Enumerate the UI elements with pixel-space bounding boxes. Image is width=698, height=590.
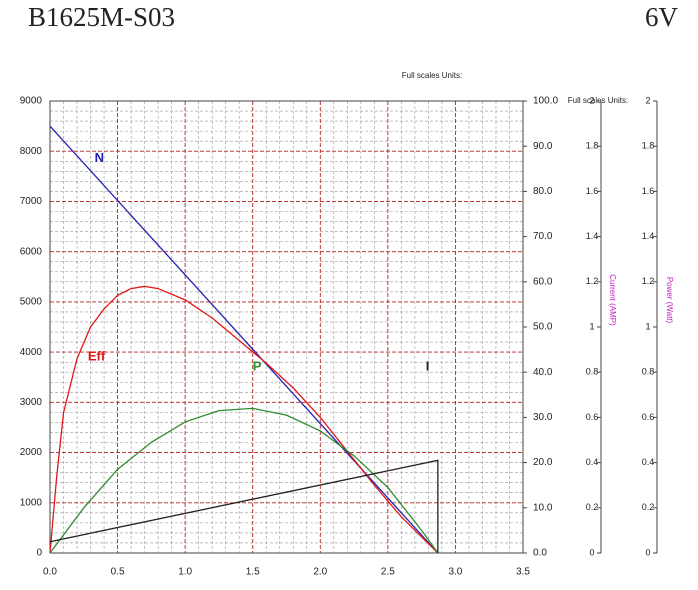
x-tick-label: 0.5	[111, 567, 125, 578]
y-tick-label: 6000	[20, 246, 43, 257]
y4-tick-label: 1.2	[642, 276, 655, 286]
chart-subtitle: 6V	[645, 2, 679, 32]
y2-tick-label: 10.0	[533, 502, 553, 513]
x-tick-label: 3.0	[448, 567, 462, 578]
y4-tick-label: 1	[645, 321, 650, 331]
series-line	[49, 285, 439, 554]
y2-tick-label: 40.0	[533, 367, 553, 378]
chart-title: B1625M-S03	[28, 2, 175, 32]
y2-tick-label: 20.0	[533, 457, 553, 468]
y3-tick-label: 0	[589, 547, 594, 557]
series-label: I	[426, 359, 430, 374]
y2-tick-label: 0.0	[533, 548, 547, 559]
series-line	[49, 125, 439, 554]
y3-tick-label: 1.6	[586, 186, 599, 196]
series-label: N	[95, 150, 104, 165]
y4-tick-label: 0.4	[642, 457, 655, 467]
y3-tick-label: 0.2	[586, 502, 599, 512]
y4-tick-label: 1.6	[642, 186, 655, 196]
y3-tick-label: 1	[589, 321, 594, 331]
y3-tick-label: 0.8	[586, 367, 599, 377]
y-tick-label: 0	[36, 548, 42, 559]
y4-tick-label: 0.8	[642, 367, 655, 377]
y2-tick-label: 100.0	[533, 96, 558, 107]
y2-tick-label: 50.0	[533, 322, 553, 333]
y3-axis-label: Current (AMP)	[608, 274, 617, 326]
y-tick-label: 9000	[20, 96, 43, 107]
y-tick-label: 3000	[20, 397, 43, 408]
y3-tick-label: 2	[589, 95, 594, 105]
y4-tick-label: 2	[645, 95, 650, 105]
x-tick-label: 2.0	[313, 567, 327, 578]
y2-tick-label: 80.0	[533, 186, 553, 197]
y4-tick-label: 0	[645, 547, 650, 557]
x-tick-label: 1.0	[178, 567, 192, 578]
y-tick-label: 5000	[20, 297, 43, 308]
y3-tick-label: 1.4	[586, 231, 599, 241]
y-tick-label: 2000	[20, 447, 43, 458]
y2-tick-label: 30.0	[533, 412, 553, 423]
series-line	[49, 459, 439, 553]
y2-tick-label: 60.0	[533, 276, 553, 287]
x-tick-label: 2.5	[381, 567, 395, 578]
x-tick-label: 1.5	[246, 567, 260, 578]
x-tick-label: 3.5	[516, 567, 530, 578]
note: Full scales Units:	[402, 71, 462, 80]
y4-tick-label: 1.8	[642, 141, 655, 151]
y4-axis-label: Power (Watt)	[665, 277, 674, 324]
y4-tick-label: 1.4	[642, 231, 655, 241]
plot-frame	[49, 100, 524, 554]
y2-tick-label: 70.0	[533, 231, 553, 242]
y3-tick-label: 1.2	[586, 276, 599, 286]
y3-tick-label: 0.6	[586, 412, 599, 422]
y-tick-label: 1000	[20, 497, 43, 508]
y2-tick-label: 90.0	[533, 141, 553, 152]
y4-tick-label: 0.2	[642, 502, 655, 512]
series-label: P	[253, 359, 262, 374]
series-line	[49, 407, 439, 554]
y4-tick-label: 0.6	[642, 412, 655, 422]
y-tick-label: 4000	[20, 347, 43, 358]
x-tick-label: 0.0	[43, 567, 57, 578]
y3-tick-label: 0.4	[586, 457, 599, 467]
y-tick-label: 7000	[20, 196, 43, 207]
y-tick-label: 8000	[20, 146, 43, 157]
y3-tick-label: 1.8	[586, 141, 599, 151]
series-label: Eff	[88, 349, 106, 364]
